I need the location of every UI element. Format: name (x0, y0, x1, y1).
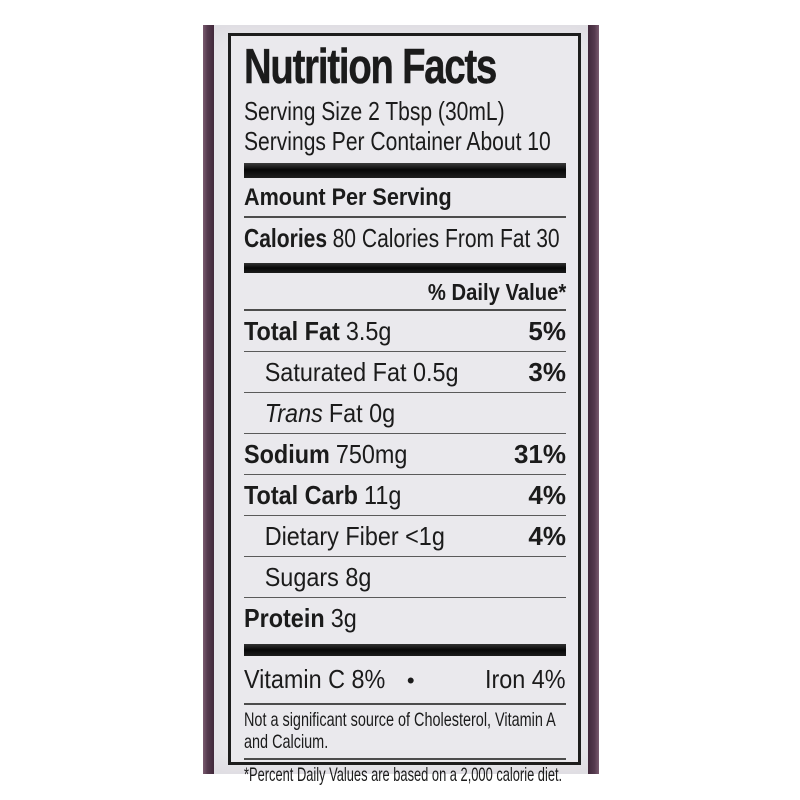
percent-daily-value-footnote: *Percent Daily Values are based on a 2,0… (244, 763, 563, 786)
vitamins-row: Vitamin C 8% • Iron 4% (244, 658, 566, 705)
not-significant-note: Not a significant source of Cholesterol,… (244, 705, 566, 760)
sodium-dv: 31% (513, 438, 566, 469)
row-dietary-fiber: Dietary Fiber <1g 4% (244, 516, 566, 557)
nutrition-facts-label: Nutrition Facts Serving Size 2 Tbsp (30m… (228, 33, 581, 786)
daily-value-header: % Daily Value* (244, 277, 566, 311)
row-total-carb: Total Carb 11g 4% (244, 475, 566, 516)
bullet-separator: • (406, 667, 415, 693)
bottle-edge-right (588, 25, 599, 774)
row-protein: Protein 3g (244, 602, 357, 633)
row-sodium: Sodium 750mg 31% (244, 434, 566, 475)
amount-per-serving-header: Amount Per Serving (244, 184, 566, 218)
separator-bar-thick-bottom (244, 643, 566, 656)
calories-row: Calories 80 Calories From Fat 30 (244, 218, 566, 257)
separator-bar-thick-top (244, 162, 566, 178)
total-carb-dv: 4% (528, 479, 566, 510)
label-title-text: Nutrition Facts (244, 40, 498, 94)
separator-bar-medium (244, 262, 566, 273)
serving-size: Serving Size 2 Tbsp (30mL) (244, 95, 505, 126)
row-total-fat: Total Fat 3.5g 5% (244, 311, 566, 352)
label-title: Nutrition Facts (244, 40, 566, 94)
bottle-edge-left (203, 25, 214, 774)
calories-label: Calories (244, 222, 328, 253)
servings-per-container: Servings Per Container About 10 (244, 125, 551, 156)
dietary-fiber-dv: 4% (528, 520, 566, 551)
vitamin-c-value: Vitamin C 8% (244, 663, 386, 694)
row-trans-fat: Trans Fat 0g (244, 393, 566, 434)
calories-value: 80 Calories From Fat 30 (332, 222, 560, 253)
iron-value: Iron 4% (485, 663, 566, 694)
product-photo: Nutrition Facts Serving Size 2 Tbsp (30m… (203, 25, 599, 786)
saturated-fat-dv: 3% (528, 356, 566, 387)
total-fat-dv: 5% (528, 315, 566, 346)
row-saturated-fat: Saturated Fat 0.5g 3% (244, 352, 566, 393)
row-sugars: Sugars 8g (244, 557, 566, 598)
